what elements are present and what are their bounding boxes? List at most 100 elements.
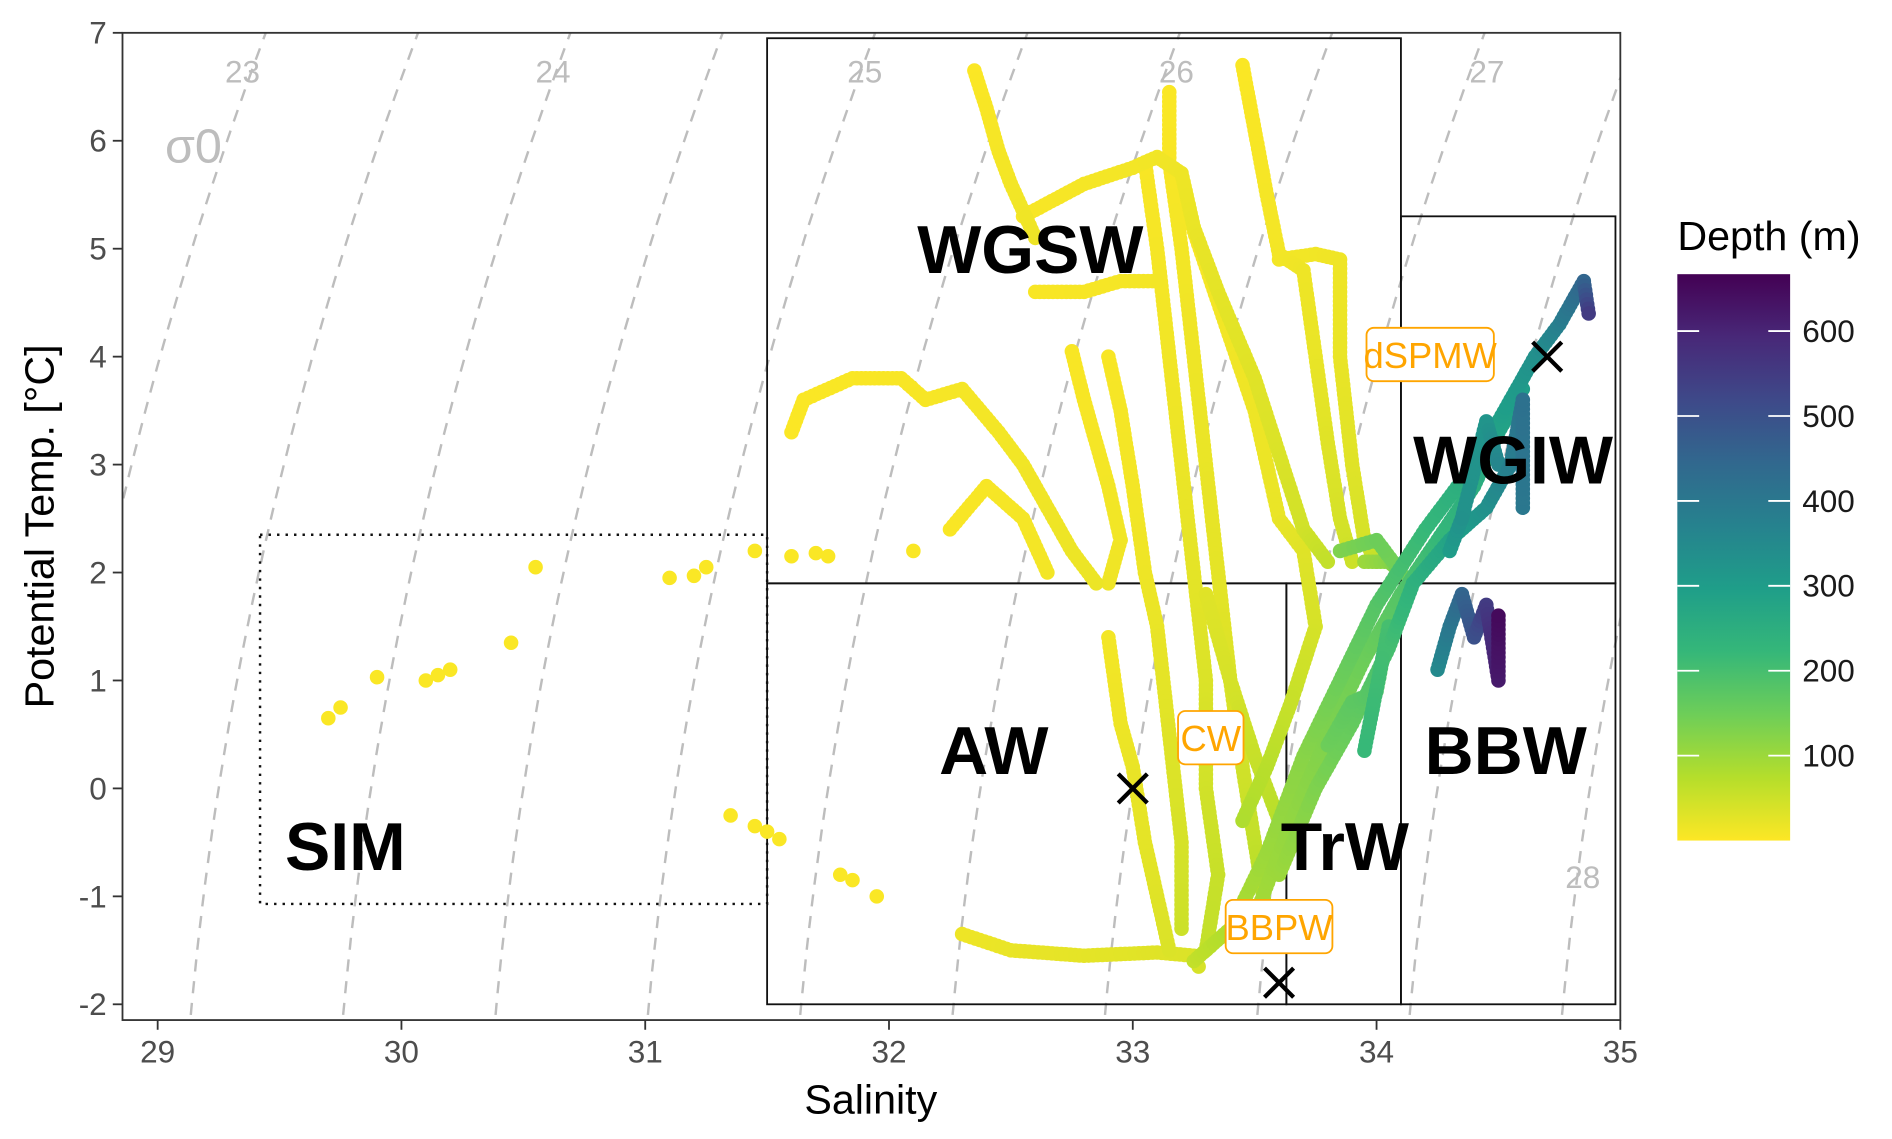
colorbar-title: Depth (m) — [1677, 213, 1860, 259]
y-tick-label: 6 — [89, 123, 107, 159]
isopycnal-line — [950, 32, 1182, 1021]
y-tick-label: 2 — [89, 554, 107, 590]
data-point — [845, 872, 860, 888]
data-point — [808, 545, 824, 561]
reference-label-bbpw: BBPW — [1225, 907, 1333, 948]
x-tick-label: 29 — [140, 1034, 175, 1070]
isopycnal-line — [798, 32, 1029, 1021]
data-point — [1040, 565, 1055, 580]
y-tick-label: -1 — [79, 878, 107, 914]
water-mass-label-wgsw: WGSW — [917, 213, 1144, 288]
data-point — [784, 549, 799, 564]
isopycnal-line — [493, 32, 725, 1021]
isopycnal-label: 26 — [1159, 54, 1194, 90]
water-mass-label-bbw: BBW — [1425, 714, 1588, 789]
reference-points: CW BBPW dSPMW — [1116, 326, 1564, 999]
data-point — [723, 808, 738, 823]
data-point — [528, 559, 543, 575]
colorbar-gradient — [1677, 274, 1791, 841]
data-point — [1369, 532, 1384, 548]
reference-label-cw: CW — [1180, 718, 1241, 759]
data-point — [321, 710, 336, 726]
data-point — [832, 867, 848, 883]
colorbar-tick-label: 400 — [1802, 483, 1855, 519]
x-tick-label: 34 — [1359, 1034, 1394, 1070]
isopycnal-line — [189, 32, 420, 1021]
isopycnal-line — [1407, 74, 1621, 1021]
data-point — [1454, 511, 1470, 526]
y-axis-title: Potential Temp. [°C] — [16, 344, 62, 708]
data-point — [1088, 576, 1104, 591]
y-tick-label: 1 — [89, 662, 107, 698]
sigma0-label: σ0 — [165, 120, 222, 174]
isopycnal-labels: 23 24 25 26 27 28 — [225, 54, 1600, 895]
x-tick-label: 31 — [628, 1034, 663, 1070]
data-point — [503, 635, 519, 651]
data-point — [442, 662, 458, 677]
data-point — [747, 543, 763, 559]
x-tick-label: 32 — [871, 1034, 906, 1070]
data-point — [430, 667, 446, 683]
y-tick-label: 0 — [89, 770, 107, 806]
data-point — [1101, 576, 1116, 591]
y-tick-label: 4 — [89, 339, 107, 375]
data-point — [1581, 306, 1596, 321]
colorbar-tick-label: 300 — [1802, 568, 1855, 604]
colorbar-tick-label: 100 — [1802, 738, 1855, 774]
y-tick-label: 3 — [89, 447, 107, 483]
colorbar-tick-label: 500 — [1802, 398, 1855, 434]
isopycnal-line — [1103, 32, 1334, 1021]
data-point — [1162, 943, 1177, 958]
water-mass-boxes — [258, 37, 1617, 1006]
isopycnal-line — [122, 32, 268, 508]
x-tick-label: 33 — [1115, 1034, 1150, 1070]
data-point — [1491, 608, 1506, 623]
isopycnal-line — [341, 32, 572, 1021]
water-mass-label-aw: AW — [939, 714, 1049, 789]
water-mass-box-bbw — [1400, 582, 1617, 1006]
reference-label-box — [1177, 710, 1245, 766]
reference-label-box — [1224, 898, 1334, 955]
reference-label-dspmw: dSPMW — [1363, 335, 1497, 376]
cross-marker-cw — [1116, 772, 1149, 805]
data-point — [333, 700, 348, 715]
isopycnal-line — [1255, 32, 1486, 1021]
panel-border — [121, 31, 1622, 1021]
data-point — [906, 543, 921, 559]
data-point — [1344, 554, 1360, 570]
data-point — [820, 549, 836, 564]
x-axis-title: Salinity — [804, 1076, 937, 1122]
data-point — [772, 831, 787, 847]
isopycnal-label: 27 — [1469, 54, 1504, 90]
data-point — [662, 570, 677, 586]
y-tick-label: 7 — [89, 15, 107, 51]
data-point — [1149, 273, 1165, 289]
water-mass-box-sim — [258, 533, 769, 906]
cross-marker-bbpw — [1262, 966, 1296, 999]
data-point — [1357, 743, 1372, 758]
colorbar-tick-label: 200 — [1802, 653, 1855, 689]
isopycnal-label: 25 — [847, 54, 882, 90]
data-point — [1515, 392, 1531, 408]
data-point — [1235, 813, 1250, 829]
water-mass-label-wgiw: WGIW — [1413, 423, 1614, 498]
isopycnal-label: 23 — [225, 54, 260, 90]
reference-label-box — [1365, 326, 1495, 383]
data-point — [698, 559, 714, 575]
isopycnal-label: 28 — [1565, 859, 1600, 895]
data-points — [321, 57, 1596, 974]
data-point — [747, 818, 763, 834]
water-mass-label-trw: TrW — [1281, 810, 1410, 885]
x-tick-label: 30 — [384, 1034, 419, 1070]
data-point — [1027, 230, 1043, 246]
colorbar-tick-label: 600 — [1802, 313, 1855, 349]
colorbar: Depth (m) 100 200 300 400 500 600 — [1677, 213, 1861, 841]
data-point — [1320, 554, 1336, 570]
isopycnal-label: 24 — [536, 54, 571, 90]
y-tick-label: 5 — [89, 231, 107, 267]
data-point — [1174, 921, 1189, 937]
data-point — [869, 889, 885, 904]
data-point — [759, 824, 775, 839]
